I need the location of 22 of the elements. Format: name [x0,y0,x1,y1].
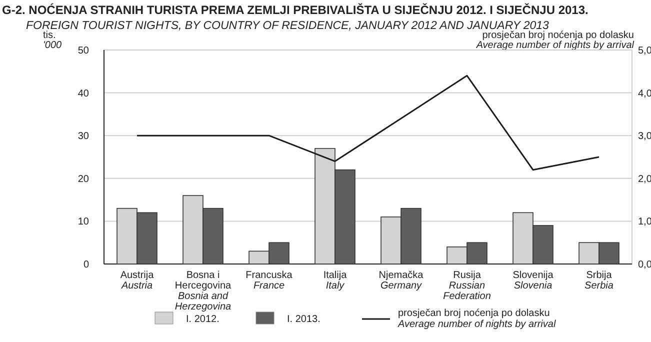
legend-label: I. 2013. [287,314,320,325]
y-axis-title: tis. '000 [43,30,62,51]
line-series [136,74,600,171]
chart-subtitle: FOREIGN TOURIST NIGHTS, BY COUNTRY OF RESIDENCE, JANUARY 2012 AND JANUARY 2013 [26,20,550,32]
y-tick-label: 10 [78,216,90,228]
legend-label: I. 2012. [186,314,220,325]
y-tick-label: 30 [78,131,90,142]
y-tick-label: 20 [78,174,90,185]
x-tick-label: Francuska France [246,270,293,292]
x-tick-label: Rusija Russian Federation [443,270,492,302]
x-tick-label: Srbija Serbia [584,270,614,292]
chart-title: G-2. NOĆENJA STRANIH TURISTA PREMA ZEMLJI PREBIVALIŠTA U SIJEČNJU 2012. I SIJEČNJU 2013. [2,3,588,17]
x-tick-label: Njemačka Germany [378,270,424,292]
y-tick-label: 40 [78,88,90,100]
x-tick-label: Bosna i Hercegovina Bosnia and Herzegovina [174,270,232,312]
y2-axis-title: prosječan broj noćenja po dolasku Average number of nights by arrival [475,30,635,51]
x-tick-label: Slovenija Slovenia [512,270,554,292]
legend-label: prosječan broj noćenja po dolasku Average number of nights by arrival [397,308,556,330]
x-tick-label: Austrija Austria [120,270,154,292]
x-tick-label: Italija Italy [323,270,348,292]
y-tick-label: 50 [78,46,90,56]
y-tick-label: 0 [83,260,90,270]
